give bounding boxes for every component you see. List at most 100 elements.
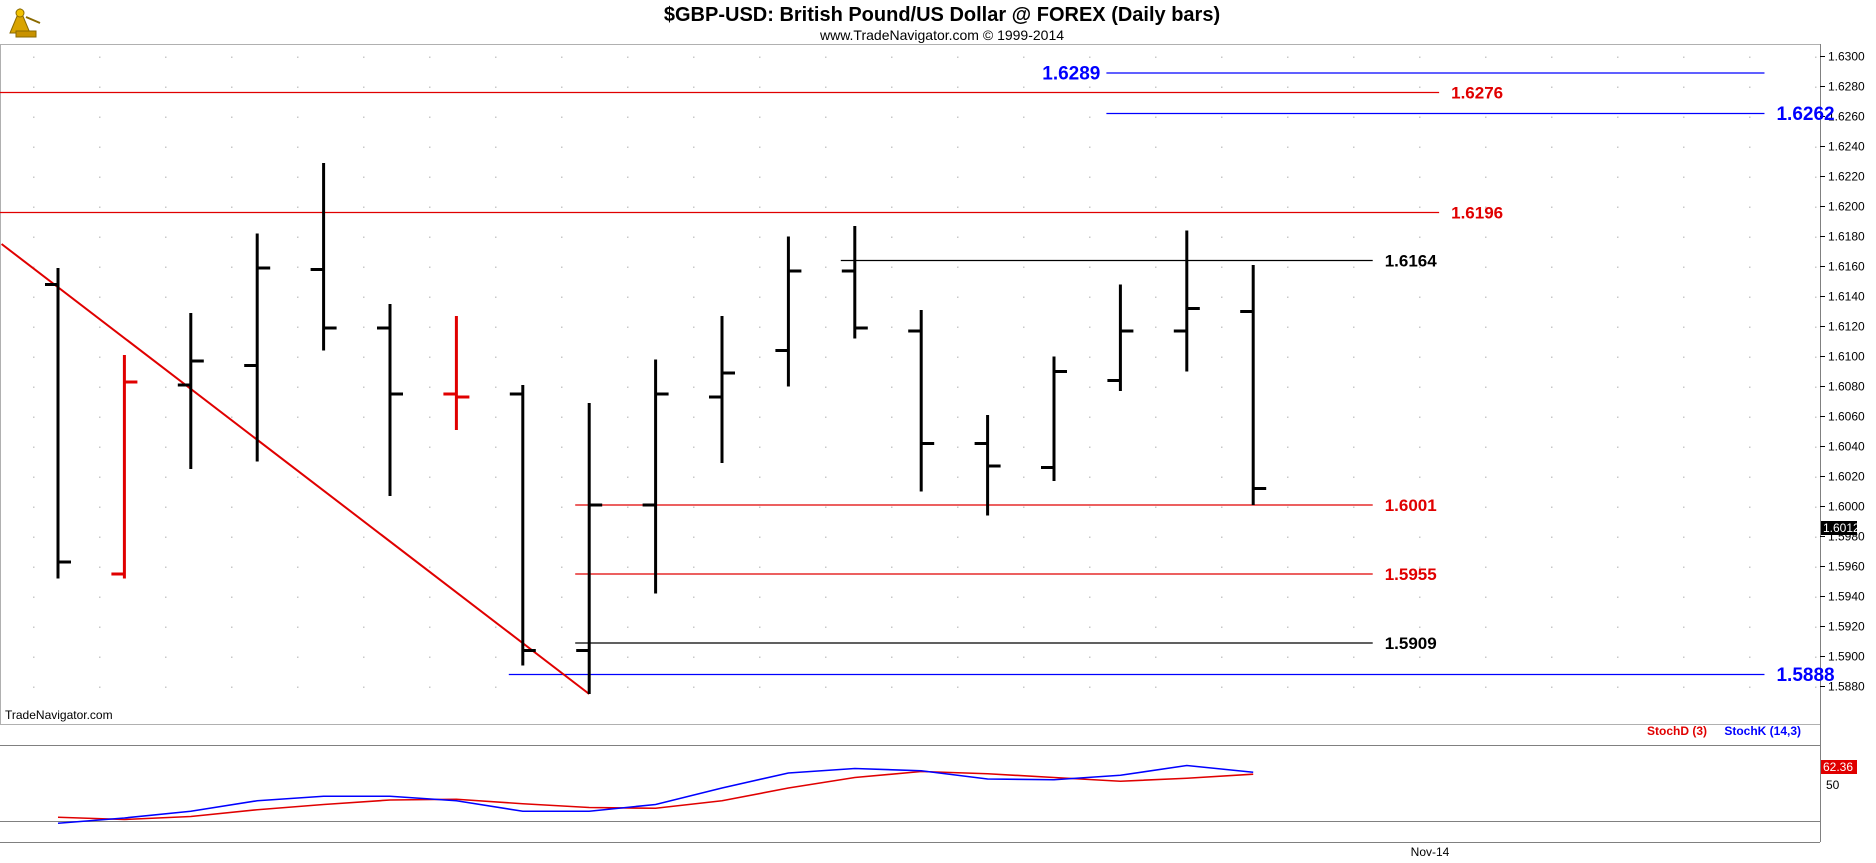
grid-dot	[1155, 446, 1157, 448]
grid-dot	[99, 86, 101, 88]
grid-dot	[363, 566, 365, 568]
grid-dot	[1683, 656, 1685, 658]
y-tick-label: 1.6080	[1828, 380, 1865, 394]
grid-dot	[1155, 206, 1157, 208]
grid-dot	[1683, 506, 1685, 508]
grid-dot	[1551, 296, 1553, 298]
grid-dot	[825, 356, 827, 358]
ohlc-bar	[310, 163, 337, 351]
grid-dot	[627, 146, 629, 148]
y-tick-label: 1.6120	[1828, 320, 1865, 334]
grid-dot	[1023, 146, 1025, 148]
grid-dot	[495, 326, 497, 328]
grid-dot	[165, 356, 167, 358]
grid-dot	[297, 446, 299, 448]
grid-dot	[693, 446, 695, 448]
grid-dot	[99, 176, 101, 178]
grid-dot	[759, 536, 761, 538]
grid-dot	[1287, 566, 1289, 568]
grid-dot	[165, 446, 167, 448]
grid-dot	[1221, 626, 1223, 628]
grid-dot	[1617, 326, 1619, 328]
grid-dot	[429, 656, 431, 658]
grid-dot	[99, 146, 101, 148]
ohlc-bar	[1041, 356, 1067, 481]
grid-dot	[561, 446, 563, 448]
grid-dot	[891, 566, 893, 568]
grid-dot	[759, 566, 761, 568]
grid-dot	[627, 536, 629, 538]
grid-dot	[363, 446, 365, 448]
grid-dot	[1221, 206, 1223, 208]
grid-dot	[1815, 326, 1817, 328]
grid-dot	[1155, 476, 1157, 478]
grid-dot	[1551, 386, 1553, 388]
grid-dot	[693, 686, 695, 688]
grid-dot	[33, 206, 35, 208]
y-tick-label: 1.5940	[1828, 590, 1865, 604]
grid-dot	[297, 656, 299, 658]
stoch-d-line	[57, 770, 1254, 821]
grid-dot	[1419, 386, 1421, 388]
grid-dot	[99, 206, 101, 208]
grid-dot	[1485, 566, 1487, 568]
grid-dot	[1221, 476, 1223, 478]
grid-dot	[891, 446, 893, 448]
grid-dot	[429, 356, 431, 358]
grid-dot	[297, 626, 299, 628]
trendline	[0, 243, 590, 695]
level-lines: 1.6289 1.6276 1.6262 1.6196 1.6164 1.6001 1.59…	[0, 64, 1835, 686]
grid-dot	[1485, 596, 1487, 598]
grid-dot	[1551, 446, 1553, 448]
grid-dot	[1815, 506, 1817, 508]
grid-dot	[627, 116, 629, 118]
grid-dot	[1617, 446, 1619, 448]
grid-dot	[693, 206, 695, 208]
grid-dot	[561, 116, 563, 118]
ohlc-bar	[1240, 265, 1267, 505]
grid-dot	[759, 446, 761, 448]
grid-dot	[1683, 416, 1685, 418]
grid-dot	[1683, 446, 1685, 448]
grid-dot	[99, 476, 101, 478]
grid-dot	[1683, 86, 1685, 88]
grid-dot	[561, 296, 563, 298]
grid-dot	[1485, 686, 1487, 688]
grid-dot	[495, 476, 497, 478]
grid-dot	[957, 656, 959, 658]
grid-dot	[1749, 176, 1751, 178]
grid-dot	[165, 416, 167, 418]
grid-dot	[429, 56, 431, 58]
grid-dot	[1815, 596, 1817, 598]
grid-dot	[1749, 446, 1751, 448]
grid-dot	[231, 146, 233, 148]
ohlc-bar	[908, 310, 935, 492]
grid-dot	[1617, 536, 1619, 538]
grid-dot	[363, 236, 365, 238]
grid-dot	[1023, 266, 1025, 268]
grid-dot	[1287, 356, 1289, 358]
grid-dot	[957, 686, 959, 688]
grid-dot	[1683, 56, 1685, 58]
y-tick-label: 1.5960	[1828, 560, 1865, 574]
grid-dot	[957, 476, 959, 478]
grid-dot	[693, 146, 695, 148]
y-tick-label: 1.6140	[1828, 290, 1865, 304]
grid-dot	[1617, 206, 1619, 208]
grid-dot	[363, 596, 365, 598]
grid-dot	[1683, 686, 1685, 688]
price-axis: 1.6300 1.6280 1.6260 1.6240 1.6220 1.6200 1.61…	[1820, 50, 1865, 694]
grid-dot	[33, 506, 35, 508]
grid-dot	[1485, 56, 1487, 58]
grid-dot	[1617, 596, 1619, 598]
stoch-k-line	[57, 764, 1254, 825]
grid-dot	[1089, 326, 1091, 328]
grid-dot	[165, 596, 167, 598]
grid-dot	[363, 386, 365, 388]
grid-dot	[429, 506, 431, 508]
y-tick-label: 1.6240	[1828, 140, 1865, 154]
grid-dot	[495, 176, 497, 178]
grid-dot	[33, 386, 35, 388]
grid-dot	[1155, 356, 1157, 358]
grid-dot	[1749, 86, 1751, 88]
